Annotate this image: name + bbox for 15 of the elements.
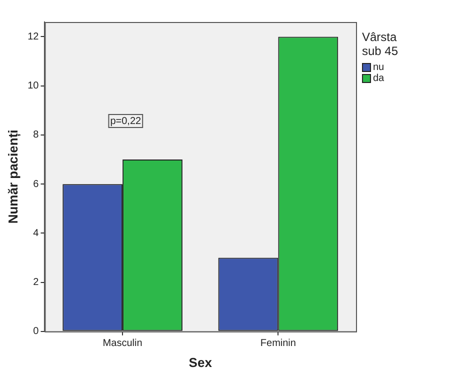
y-tick-label: 10 — [28, 80, 40, 92]
legend-title: Vârsta sub 45 — [362, 30, 400, 58]
y-tick-label: 12 — [28, 31, 40, 42]
y-tick-label: 0 — [33, 326, 40, 338]
legend-label: da — [373, 73, 384, 84]
y-tick-label: 8 — [33, 130, 40, 141]
y-axis-title: Număr pacienți — [5, 130, 22, 224]
legend-label: nu — [373, 62, 384, 73]
x-tick-label: Masculin — [102, 338, 142, 350]
x-tick-label: Feminin — [260, 338, 296, 350]
y-tick-label: 2 — [33, 277, 40, 288]
annotation: p=0,22 — [110, 116, 142, 127]
y-tick-label: 6 — [33, 178, 40, 190]
x-axis-title: Sex — [188, 354, 213, 370]
y-tick-label: 4 — [33, 228, 40, 239]
